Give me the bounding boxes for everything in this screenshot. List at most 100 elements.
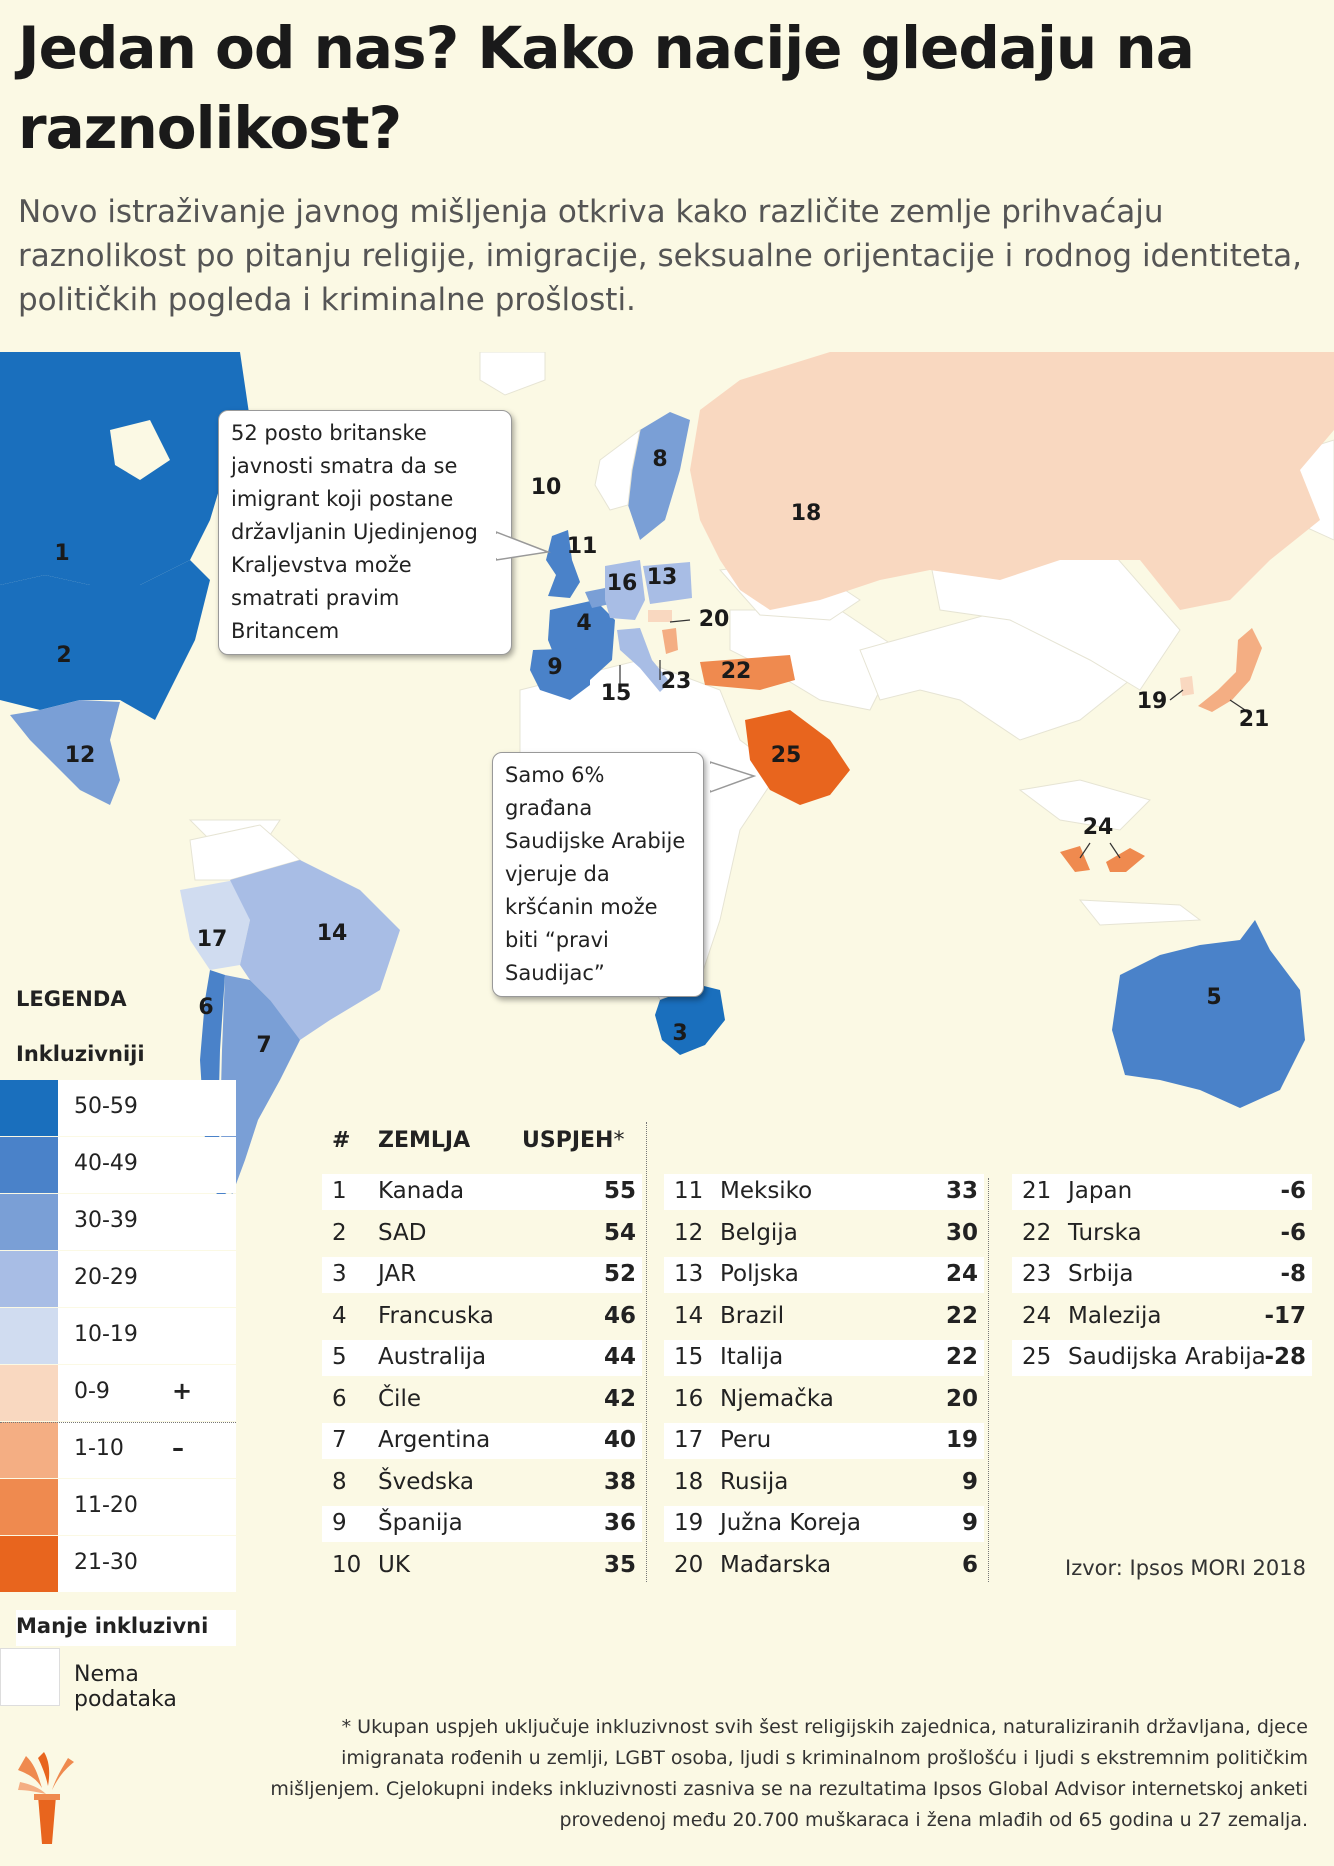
- row-rank: 18: [674, 1468, 704, 1495]
- row-score: 54: [603, 1219, 636, 1246]
- region-indonesia: [1078, 899, 1202, 926]
- legend-swatch: [0, 1479, 58, 1535]
- map-label-21: 21: [1239, 707, 1270, 732]
- legend-sign: +: [172, 1377, 193, 1405]
- row-rank: 4: [332, 1302, 347, 1329]
- row-rank: 7: [332, 1427, 347, 1453]
- map-label-10: 10: [531, 475, 562, 500]
- row-score: 22: [945, 1302, 978, 1329]
- legend-item: 0-9 +: [0, 1365, 236, 1421]
- region-peru: [180, 880, 250, 970]
- legend-label: 0-9: [74, 1379, 110, 1404]
- header-num: #: [332, 1128, 351, 1153]
- region-spain: [530, 648, 590, 700]
- table-row: 24 Malezija -17: [1012, 1299, 1312, 1335]
- row-rank: 23: [1022, 1261, 1052, 1287]
- row-country: Japan: [1068, 1178, 1133, 1204]
- map-label-23: 23: [661, 669, 692, 694]
- row-rank: 5: [332, 1344, 347, 1370]
- region-japan: [1198, 628, 1262, 712]
- row-score: 38: [603, 1468, 636, 1495]
- score-table: # ZEMLJA USPJEH* 1 Kanada 55 2 SAD 54 3 JAR 52 4 F…: [322, 1122, 1312, 1592]
- row-score: 35: [603, 1551, 636, 1578]
- row-country: JAR: [378, 1261, 417, 1287]
- row-score: 9: [961, 1468, 978, 1495]
- row-rank: 22: [1022, 1219, 1052, 1246]
- region-russia: [690, 352, 1334, 610]
- map-label-7: 7: [256, 1033, 271, 1058]
- row-score: 52: [603, 1261, 636, 1287]
- page-title: Jedan od nas? Kako nacije gledaju na raz…: [18, 14, 1195, 162]
- row-rank: 8: [332, 1468, 347, 1495]
- map-label-17: 17: [197, 927, 228, 952]
- legend-label: 1-10: [74, 1436, 124, 1461]
- map-label-2: 2: [56, 643, 71, 668]
- region-south-africa: [655, 985, 725, 1055]
- leader-lines: [619, 619, 1246, 859]
- row-rank: 25: [1022, 1344, 1052, 1370]
- table-row: 14 Brazil 22: [664, 1299, 984, 1335]
- legend-swatch: [0, 1536, 58, 1592]
- callout-uk-text: 52 posto britanske javnosti smatra da se…: [231, 421, 478, 643]
- row-country: Brazil: [720, 1302, 785, 1329]
- legend-item: 21-30: [0, 1536, 236, 1592]
- region-sweden: [628, 412, 690, 540]
- map-label-15: 15: [601, 681, 632, 706]
- region-brazil: [230, 860, 400, 1040]
- row-score: 55: [603, 1178, 636, 1204]
- map-label-12: 12: [65, 743, 96, 768]
- region-hungary: [648, 610, 672, 622]
- table-row: 7 Argentina 40: [322, 1423, 642, 1459]
- legend-no-data-swatch: [0, 1648, 60, 1706]
- row-score: 36: [603, 1510, 636, 1536]
- table-row: 9 Španija 36: [322, 1506, 642, 1542]
- legend-item: 20-29: [0, 1251, 236, 1307]
- row-rank: 24: [1022, 1302, 1052, 1329]
- row-rank: 19: [674, 1510, 704, 1536]
- legend-label: 30-39: [74, 1208, 138, 1233]
- row-country: Poljska: [720, 1261, 799, 1287]
- row-score: 24: [945, 1261, 978, 1287]
- row-country: Njemačka: [720, 1385, 834, 1412]
- row-country: Australija: [378, 1344, 487, 1370]
- row-rank: 20: [674, 1551, 704, 1578]
- map-label-8: 8: [652, 447, 667, 472]
- map-label-4: 4: [576, 611, 591, 636]
- page-subtitle: Novo istraživanje javnog mišljenja otkri…: [18, 194, 1302, 318]
- row-score: 9: [961, 1510, 978, 1536]
- map-label-5: 5: [1206, 985, 1221, 1010]
- region-malaysia: [1060, 846, 1145, 872]
- region-serbia: [662, 628, 678, 654]
- source-note: Izvor: Ipsos MORI 2018: [1065, 1556, 1306, 1580]
- table-row: 10 UK 35: [322, 1548, 642, 1584]
- legend-swatch: [0, 1365, 58, 1421]
- footnote: * Ukupan uspjeh uključuje inkluzivnost s…: [270, 1716, 1308, 1831]
- table-row: 5 Australija 44: [322, 1340, 642, 1376]
- table-row: 25 Saudijska Arabija -28: [1012, 1340, 1312, 1376]
- table-row: 11 Meksiko 33: [664, 1174, 984, 1210]
- row-rank: 15: [674, 1344, 704, 1370]
- map-label-13: 13: [647, 565, 678, 590]
- region-australia: [1112, 920, 1305, 1108]
- row-score: 20: [945, 1385, 978, 1412]
- row-score: -6: [1280, 1178, 1306, 1204]
- region-germany: [605, 560, 645, 620]
- row-score: -8: [1280, 1261, 1306, 1287]
- row-score: 33: [945, 1178, 978, 1204]
- region-saudi-arabia: [745, 710, 850, 805]
- header-score-mark: *: [613, 1128, 625, 1153]
- row-score: 19: [945, 1427, 978, 1453]
- legend-swatch: [0, 1137, 58, 1193]
- region-italy: [617, 628, 670, 692]
- row-rank: 3: [332, 1261, 347, 1287]
- row-country: Italija: [720, 1344, 784, 1370]
- row-country: Argentina: [378, 1427, 491, 1453]
- legend-divider: [0, 1422, 236, 1423]
- row-country: Meksiko: [720, 1178, 813, 1204]
- legend-item: 30-39: [0, 1194, 236, 1250]
- callout-saudi: Samo 6% građana Saudijske Arabije vjeruj…: [492, 752, 704, 997]
- row-country: Južna Koreja: [720, 1510, 862, 1536]
- row-rank: 1: [332, 1178, 347, 1204]
- legend-swatch: [0, 1194, 58, 1250]
- table-row: 15 Italija 22: [664, 1340, 984, 1376]
